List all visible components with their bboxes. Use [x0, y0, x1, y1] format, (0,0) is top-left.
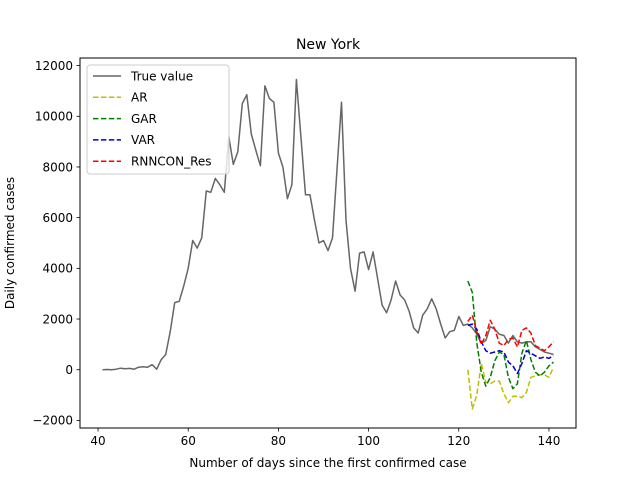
x-axis-ticks: 40 60 80 100 120 140 — [90, 428, 560, 448]
series-line-gar — [467, 280, 554, 390]
x-tick-label: 140 — [537, 434, 560, 448]
x-tick-label: 60 — [181, 434, 196, 448]
x-axis-label: Number of days since the first confirmed… — [189, 456, 466, 470]
y-tick-label: 6000 — [42, 211, 73, 225]
legend-label: GAR — [131, 112, 157, 126]
y-tick-label: 4000 — [42, 262, 73, 276]
plot-series-group — [102, 78, 555, 410]
legend-label: VAR — [131, 133, 155, 147]
y-axis-label: Daily confirmed cases — [3, 177, 17, 309]
x-tick-label: 100 — [357, 434, 380, 448]
x-tick-label: 40 — [90, 434, 105, 448]
legend-label: AR — [131, 91, 148, 105]
series-line-rnncon-res — [467, 314, 555, 352]
chart-title: New York — [296, 37, 361, 53]
y-tick-label: 8000 — [42, 160, 73, 174]
y-tick-label: 2000 — [42, 312, 73, 326]
x-tick-label: 80 — [271, 434, 286, 448]
y-tick-label: 10000 — [35, 110, 73, 124]
legend-box — [86, 64, 230, 175]
legend: True value AR GAR VAR RNNCON_Res — [86, 64, 230, 175]
legend-label: True value — [130, 69, 193, 83]
plot-frame — [79, 57, 577, 429]
y-axis-ticks: −2000 0 2000 4000 6000 8000 10000 12000 — [32, 59, 80, 428]
y-tick-label: 12000 — [35, 59, 73, 73]
y-tick-label: 0 — [65, 363, 73, 377]
legend-label: RNNCON_Res — [131, 155, 212, 169]
y-tick-label: −2000 — [32, 414, 73, 428]
x-tick-label: 120 — [447, 434, 470, 448]
series-line-true-value — [102, 78, 554, 371]
